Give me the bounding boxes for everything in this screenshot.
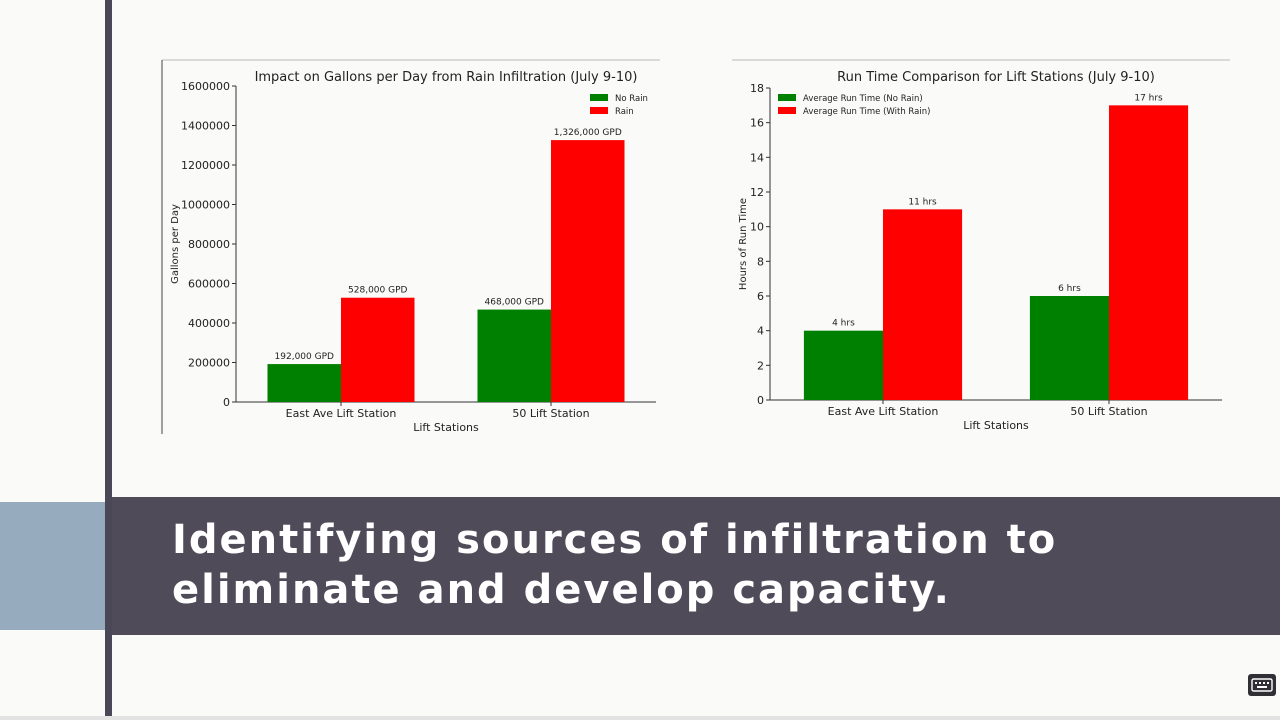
vertical-divider bbox=[105, 0, 112, 720]
x-axis-label: Lift Stations bbox=[963, 419, 1029, 432]
bar-average-run-time-with-rain--1 bbox=[1109, 105, 1189, 401]
bar-average-run-time-no-rain--0 bbox=[803, 330, 883, 400]
y-tick-label: 6 bbox=[757, 290, 764, 303]
bar-average-run-time-no-rain--1 bbox=[1029, 296, 1109, 400]
y-tick-label: 16 bbox=[750, 117, 764, 130]
chart-title: Impact on Gallons per Day from Rain Infi… bbox=[255, 70, 638, 85]
y-tick-label: 600000 bbox=[188, 278, 230, 291]
legend-entry: No Rain bbox=[615, 94, 648, 104]
y-tick-label: 800000 bbox=[188, 238, 230, 251]
legend-entry: Average Run Time (No Rain) bbox=[803, 94, 923, 104]
y-tick-label: 10 bbox=[750, 221, 764, 234]
x-tick-label: 50 Lift Station bbox=[512, 407, 589, 420]
x-tick-label: East Ave Lift Station bbox=[286, 407, 397, 420]
legend-swatch bbox=[778, 94, 796, 101]
y-tick-label: 1000000 bbox=[181, 199, 230, 212]
y-tick-label: 12 bbox=[750, 186, 764, 199]
x-tick-label: East Ave Lift Station bbox=[828, 405, 939, 418]
chart-svg: Impact on Gallons per Day from Rain Infi… bbox=[161, 59, 660, 434]
y-axis-label: Gallons per Day bbox=[170, 204, 181, 284]
chart-legend: Average Run Time (No Rain) Average Run Ti… bbox=[778, 94, 930, 117]
y-tick-label: 8 bbox=[757, 255, 764, 268]
caption-banner: Identifying sources of infiltration to e… bbox=[112, 497, 1280, 635]
bar-data-label: 6 hrs bbox=[1058, 284, 1081, 294]
y-tick-label: 1400000 bbox=[181, 120, 230, 133]
chart-title: Run Time Comparison for Lift Stations (J… bbox=[837, 70, 1155, 85]
legend-swatch bbox=[778, 107, 796, 114]
y-tick-label: 0 bbox=[223, 396, 230, 409]
bar-data-label: 11 hrs bbox=[908, 197, 937, 207]
legend-entry: Rain bbox=[615, 107, 634, 117]
bar-data-label: 468,000 GPD bbox=[485, 298, 544, 308]
bar-data-label: 4 hrs bbox=[832, 319, 855, 329]
y-tick-label: 14 bbox=[750, 151, 764, 164]
bar-rain-0 bbox=[341, 297, 415, 402]
bar-no-rain-1 bbox=[477, 309, 551, 402]
y-tick-label: 4 bbox=[757, 325, 764, 338]
gallons-per-day-chart: Impact on Gallons per Day from Rain Infi… bbox=[160, 58, 665, 438]
y-axis-label: Hours of Run Time bbox=[738, 198, 749, 290]
keyboard-button[interactable] bbox=[1248, 674, 1276, 696]
legend-swatch bbox=[590, 107, 608, 114]
bar-no-rain-0 bbox=[267, 364, 341, 402]
x-axis-label: Lift Stations bbox=[413, 421, 479, 434]
run-time-chart: Run Time Comparison for Lift Stations (J… bbox=[730, 58, 1235, 438]
y-tick-label: 1600000 bbox=[181, 80, 230, 93]
x-tick-label: 50 Lift Station bbox=[1070, 405, 1147, 418]
caption-text: Identifying sources of infiltration to e… bbox=[172, 517, 1058, 613]
legend-swatch bbox=[590, 94, 608, 101]
y-tick-label: 18 bbox=[750, 82, 764, 95]
bar-average-run-time-with-rain--0 bbox=[883, 209, 963, 400]
y-tick-label: 1200000 bbox=[181, 159, 230, 172]
keyboard-icon bbox=[1251, 678, 1273, 692]
bar-rain-1 bbox=[551, 140, 625, 402]
chart-legend: No Rain Rain bbox=[590, 94, 648, 117]
left-accent-block bbox=[0, 502, 105, 630]
bar-data-label: 192,000 GPD bbox=[275, 352, 334, 362]
y-tick-label: 2 bbox=[757, 359, 764, 372]
bar-data-label: 1,326,000 GPD bbox=[554, 128, 622, 138]
y-tick-label: 200000 bbox=[188, 357, 230, 370]
bar-data-label: 528,000 GPD bbox=[348, 286, 407, 296]
bottom-rule bbox=[0, 716, 1280, 720]
legend-entry: Average Run Time (With Rain) bbox=[803, 107, 930, 117]
chart-svg: Run Time Comparison for Lift Stations (J… bbox=[732, 59, 1230, 432]
y-tick-label: 400000 bbox=[188, 317, 230, 330]
y-tick-label: 0 bbox=[757, 394, 764, 407]
bar-data-label: 17 hrs bbox=[1134, 93, 1163, 103]
